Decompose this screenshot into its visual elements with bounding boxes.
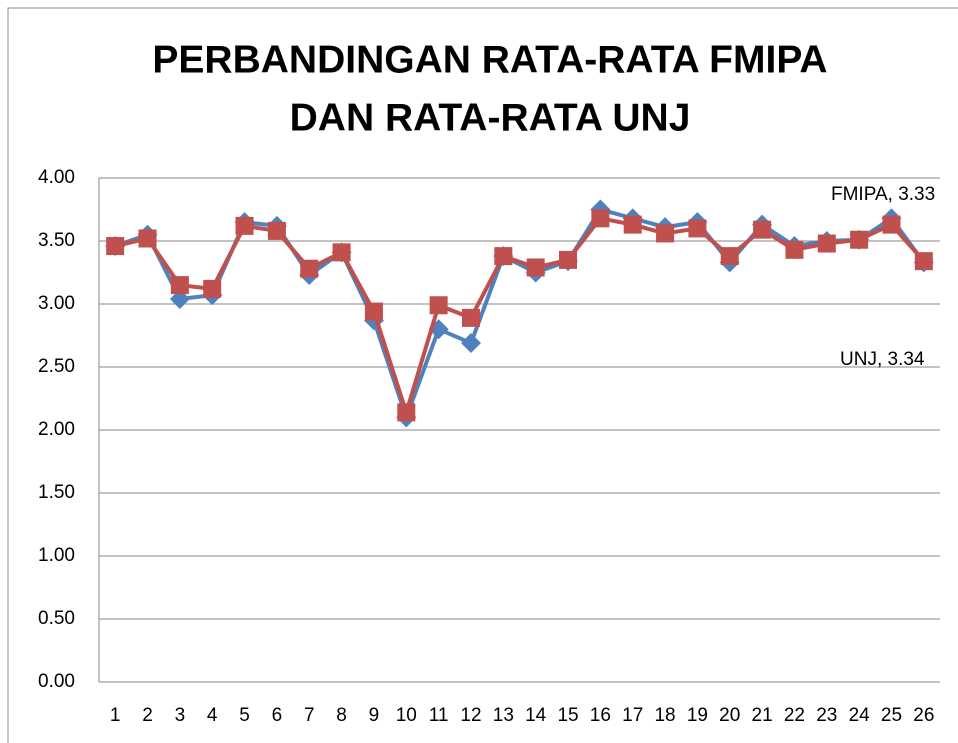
marker	[850, 230, 869, 249]
chart-border	[7, 7, 958, 743]
x-tick-label: 7	[304, 705, 315, 726]
x-tick-label: 23	[816, 705, 837, 726]
x-tick-label: 13	[493, 705, 514, 726]
marker	[785, 240, 804, 259]
x-tick-label: 5	[239, 705, 250, 726]
x-tick-label: 17	[622, 705, 643, 726]
x-tick-label: 16	[590, 705, 611, 726]
x-tick-label: 11	[429, 705, 449, 726]
x-tick-label: 14	[525, 705, 547, 726]
x-tick-label: 15	[557, 705, 578, 726]
y-tick-label: 2.50	[38, 356, 75, 377]
x-tick-label: 6	[272, 705, 283, 726]
marker	[526, 258, 545, 277]
marker	[397, 403, 416, 422]
y-tick-label: 3.00	[38, 293, 75, 314]
marker	[364, 302, 383, 321]
data-label: UNJ, 3.34	[840, 349, 925, 370]
x-tick-label: 10	[396, 705, 417, 726]
chart-title: DAN RATA-RATA UNJ	[290, 96, 691, 139]
x-tick-label: 26	[913, 705, 934, 726]
x-tick-label: 9	[369, 705, 380, 726]
marker	[461, 308, 480, 327]
x-tick-label: 3	[175, 705, 186, 726]
marker	[623, 215, 642, 234]
marker	[882, 215, 901, 234]
marker	[720, 247, 739, 266]
y-tick-label: 3.50	[38, 230, 75, 251]
marker	[429, 296, 448, 315]
x-tick-label: 24	[849, 705, 871, 726]
marker	[656, 224, 675, 243]
y-tick-label: 2.00	[38, 419, 75, 440]
marker	[332, 243, 351, 262]
x-tick-label: 25	[881, 705, 902, 726]
marker	[138, 229, 157, 248]
marker	[235, 216, 254, 235]
marker	[494, 247, 513, 266]
y-tick-label: 0.50	[38, 608, 75, 629]
x-tick-label: 21	[752, 705, 773, 726]
x-tick-label: 20	[719, 705, 740, 726]
y-tick-label: 1.50	[38, 482, 75, 503]
y-tick-label: 4.00	[38, 167, 75, 188]
marker	[753, 220, 772, 239]
marker	[559, 250, 578, 269]
marker	[106, 237, 125, 256]
marker	[203, 279, 222, 298]
x-tick-label: 8	[336, 705, 347, 726]
data-label: FMIPA, 3.33	[831, 184, 935, 205]
marker	[914, 252, 933, 271]
x-tick-label: 22	[784, 705, 805, 726]
marker	[817, 234, 836, 253]
chart-title: PERBANDINGAN RATA-RATA FMIPA	[152, 38, 827, 81]
x-tick-label: 1	[110, 705, 121, 726]
y-tick-label: 1.00	[38, 545, 75, 566]
marker	[267, 221, 286, 240]
marker	[460, 333, 481, 354]
y-tick-label: 0.00	[38, 671, 75, 692]
x-tick-label: 12	[460, 705, 481, 726]
x-tick-label: 2	[142, 705, 153, 726]
marker	[170, 276, 189, 295]
x-tick-label: 19	[687, 705, 708, 726]
x-tick-label: 18	[654, 705, 675, 726]
marker	[591, 209, 610, 228]
x-tick-label: 4	[207, 705, 218, 726]
marker	[688, 219, 707, 238]
marker	[300, 259, 319, 278]
